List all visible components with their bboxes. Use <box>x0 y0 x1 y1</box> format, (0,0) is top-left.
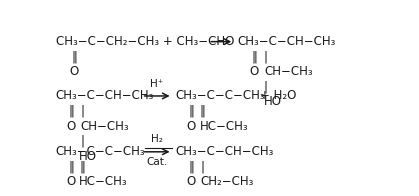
Text: CH₃−C−CH−CH₃: CH₃−C−CH−CH₃ <box>56 89 154 103</box>
Text: CH₃−C−CH₂−CH₃ + CH₃−CHO: CH₃−C−CH₂−CH₃ + CH₃−CHO <box>56 35 234 48</box>
Text: O: O <box>70 65 79 78</box>
Text: CH₃−C−CH−CH₃: CH₃−C−CH−CH₃ <box>175 145 274 158</box>
Text: H₂: H₂ <box>151 134 163 144</box>
Text: ‖: ‖ <box>68 160 74 173</box>
Text: Cat.: Cat. <box>146 157 168 167</box>
Text: ‖: ‖ <box>71 50 77 63</box>
Text: ‖: ‖ <box>79 160 85 173</box>
Text: HO: HO <box>264 95 282 109</box>
Text: O: O <box>187 120 196 133</box>
Text: CH₂−CH₃: CH₂−CH₃ <box>200 175 253 189</box>
Text: ‖: ‖ <box>189 160 194 173</box>
Text: ‖: ‖ <box>189 104 194 118</box>
Text: O: O <box>67 120 76 133</box>
Text: ‖: ‖ <box>199 104 205 118</box>
Text: |: | <box>200 160 204 173</box>
Text: H⁺: H⁺ <box>150 79 163 89</box>
Text: CH₃−C−C−CH₃: CH₃−C−C−CH₃ <box>56 145 145 158</box>
Text: CH₃−C−CH−CH₃: CH₃−C−CH−CH₃ <box>238 35 336 48</box>
Text: O: O <box>187 175 196 189</box>
Text: + H₂O: + H₂O <box>260 89 297 103</box>
Text: CH₃−C−C−CH₃: CH₃−C−C−CH₃ <box>175 89 265 103</box>
Text: HC−CH₃: HC−CH₃ <box>79 175 128 189</box>
Text: |: | <box>264 80 268 93</box>
Text: O: O <box>67 175 76 189</box>
Text: |: | <box>264 50 268 63</box>
Text: CH−CH₃: CH−CH₃ <box>264 65 313 78</box>
Text: |: | <box>80 104 84 118</box>
Text: O: O <box>250 65 259 78</box>
Text: ‖: ‖ <box>68 104 74 118</box>
Text: |: | <box>80 135 84 148</box>
Text: ‖: ‖ <box>251 50 257 63</box>
Text: CH−CH₃: CH−CH₃ <box>80 120 129 133</box>
Text: HC−CH₃: HC−CH₃ <box>200 120 249 133</box>
Text: HO: HO <box>79 150 97 163</box>
